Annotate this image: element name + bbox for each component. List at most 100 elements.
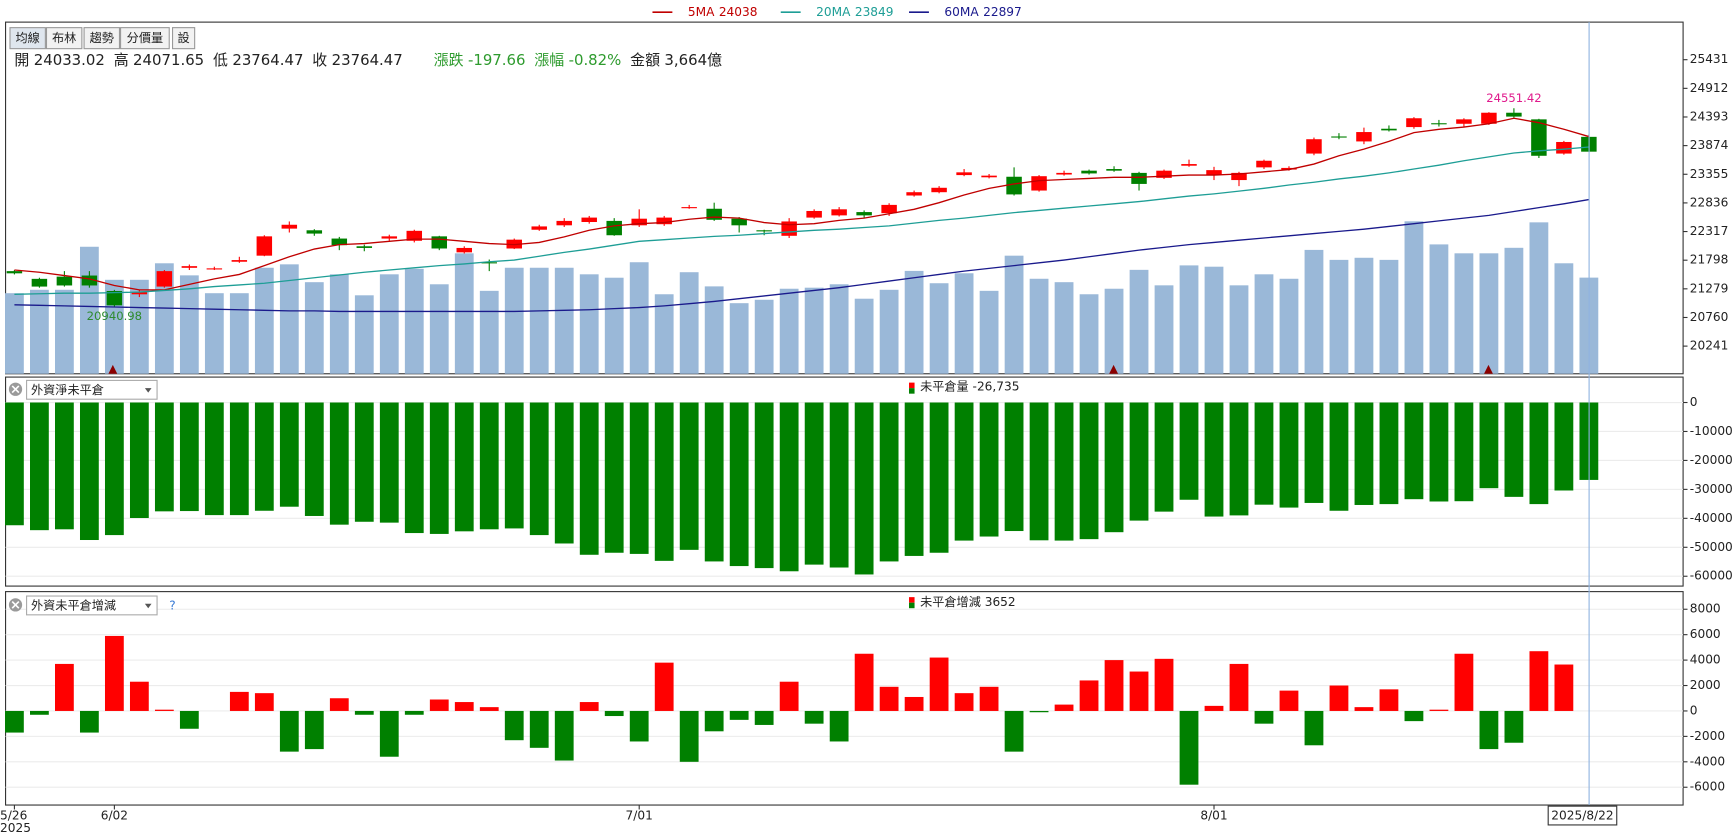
volume-bar <box>629 262 649 374</box>
legend-value: 23849 <box>855 5 894 19</box>
signal-marker <box>1109 364 1119 374</box>
bar <box>129 681 149 711</box>
info-value: 23764.47 <box>332 51 403 69</box>
x-tick-label: 5/26 <box>0 809 27 823</box>
candle-body <box>1506 112 1522 117</box>
bar <box>1279 402 1299 508</box>
bar <box>104 402 124 536</box>
candle-body <box>106 290 123 306</box>
y-tick-label: -20000 <box>1690 453 1733 467</box>
bar <box>1554 402 1574 491</box>
info-value: -0.82% <box>569 51 622 69</box>
toolbar-button[interactable]: 趨勢 <box>83 27 121 50</box>
volume-bar <box>1329 259 1349 374</box>
bar <box>304 402 324 516</box>
candle-body <box>1456 119 1472 124</box>
volume-bar <box>804 287 824 374</box>
bar <box>354 402 374 522</box>
volume-bar <box>204 293 224 374</box>
bar <box>1054 704 1074 711</box>
candle-body <box>1331 136 1347 138</box>
bar <box>804 710 824 724</box>
bar <box>1529 402 1549 505</box>
bar <box>1354 402 1374 505</box>
legend: 未平倉增減 3652 <box>920 594 1016 609</box>
bar <box>229 691 249 711</box>
bar <box>30 402 49 531</box>
year-label: 2025 <box>0 821 31 835</box>
bar <box>1429 402 1449 502</box>
dropdown[interactable]: 外資未平倉增減 <box>26 595 158 616</box>
volume-bar <box>1079 294 1099 374</box>
dropdown[interactable]: 外資淨未平倉 <box>26 379 158 400</box>
bar <box>604 402 624 553</box>
candle-body <box>456 247 473 253</box>
bar <box>479 707 499 711</box>
bar <box>429 699 449 711</box>
volume-bar <box>1154 285 1174 374</box>
toolbar-button[interactable]: 設 <box>171 27 196 50</box>
button-face <box>120 27 170 50</box>
bar <box>1054 402 1074 541</box>
bar <box>1154 658 1174 711</box>
y-tick-label: 20241 <box>1690 339 1729 353</box>
candle-body <box>1481 112 1497 124</box>
bar <box>679 402 699 550</box>
y-tick-label: 24393 <box>1690 109 1729 123</box>
volume-bar <box>754 299 774 374</box>
bar <box>154 402 174 512</box>
info-value: 3,664億 <box>664 51 722 69</box>
bar <box>1204 402 1224 517</box>
info-value: 23764.47 <box>232 51 303 69</box>
candle-body <box>706 208 722 220</box>
toolbar-button[interactable]: 均線 <box>9 27 46 50</box>
candle-body <box>31 278 48 287</box>
candle-body <box>231 260 248 262</box>
candle-body <box>1306 139 1322 154</box>
volume-bar <box>54 289 74 374</box>
volume-bar <box>304 282 324 374</box>
bar <box>729 710 749 720</box>
candle-body <box>156 271 173 287</box>
bar <box>904 402 924 556</box>
cursor-date: 2025/8/22 <box>1551 809 1613 823</box>
toolbar-button[interactable]: 分價量 <box>120 27 170 50</box>
toolbar-button[interactable]: 布林 <box>45 27 83 50</box>
bar <box>579 402 599 555</box>
bar <box>1529 651 1549 711</box>
candle-body <box>331 238 348 246</box>
volume-bar <box>1029 278 1049 374</box>
bar <box>254 402 274 511</box>
candle-body <box>806 210 822 218</box>
volume-bar <box>1554 263 1574 374</box>
bar <box>604 710 624 717</box>
info-label: 金額 <box>630 51 660 69</box>
candle-body <box>1106 169 1122 171</box>
y-tick-label: 0 <box>1690 703 1698 717</box>
candle-body <box>1131 172 1147 184</box>
info-value: 24071.65 <box>133 51 204 69</box>
volume-bar <box>704 286 724 374</box>
volume-bar <box>879 289 899 374</box>
info-label: 低 <box>213 51 228 69</box>
volume-bar <box>504 267 524 374</box>
bar <box>629 402 649 554</box>
volume-bar <box>929 283 949 374</box>
volume-bar <box>404 268 424 374</box>
bar <box>1229 663 1249 711</box>
bar <box>554 710 574 761</box>
y-tick-label: 21798 <box>1690 253 1729 267</box>
bar <box>104 635 124 711</box>
legend-name: 60MA <box>944 5 979 19</box>
volume-bar <box>479 290 499 374</box>
volume-bar <box>1004 255 1024 374</box>
candle-body <box>1206 170 1222 175</box>
volume-bar <box>954 273 974 374</box>
bar <box>704 710 724 732</box>
close-icon[interactable] <box>8 598 23 612</box>
bar <box>5 710 24 733</box>
close-icon[interactable] <box>8 382 23 396</box>
y-tick-label: 21279 <box>1690 281 1729 295</box>
help-icon[interactable]: ? <box>169 598 175 612</box>
legend-name: 5MA <box>688 5 715 19</box>
